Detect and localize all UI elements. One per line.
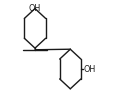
Text: OH: OH <box>29 4 41 13</box>
Text: OH: OH <box>83 65 95 74</box>
